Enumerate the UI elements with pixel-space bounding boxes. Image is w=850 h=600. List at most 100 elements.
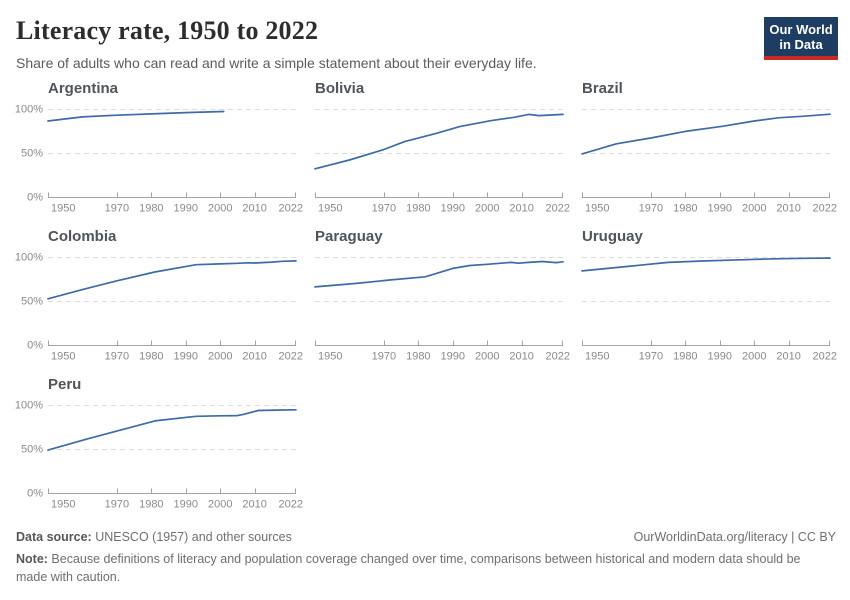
trend-line-uruguay [581,257,831,272]
y-tick-label: 100% [15,400,43,412]
x-tick-label: 2022 [279,203,303,215]
x-tick-label: 1970 [105,203,129,215]
x-tick-label: 2000 [208,499,232,511]
x-tick-label: 1950 [51,203,75,215]
x-tick-label: 1990 [708,351,732,363]
facet-chart-brazil: 1950 1970 1980 1990 2000 2010 2022 [581,109,837,215]
x-tick-label: 2022 [546,351,570,363]
x-tick-label: 1990 [441,203,465,215]
x-tick-label: 1950 [51,499,75,511]
x-tick-label: 1990 [174,351,198,363]
x-tick-label: 2000 [208,351,232,363]
trend-line-peru [47,408,297,451]
data-source-label: Data source: [16,530,92,544]
x-tick-label: 1950 [51,351,75,363]
x-tick-label: 2010 [242,203,266,215]
trend-line-colombia [47,260,297,300]
facet-title-peru: Peru [48,376,82,393]
x-tick-label: 2022 [546,203,570,215]
x-tick-label: 1980 [673,203,697,215]
page-title: Literacy rate, 1950 to 2022 [16,16,319,45]
y-tick-label: 50% [21,148,43,160]
data-source-text: UNESCO (1957) and other sources [91,530,292,544]
y-tick-label: 100% [15,252,43,264]
data-source-line: Data source: UNESCO (1957) and other sou… [16,530,292,544]
note-label: Note: [16,552,48,566]
facet-chart-paraguay: 1950 1970 1980 1990 2000 2010 2022 [314,257,570,363]
x-tick-label: 1970 [639,203,663,215]
facet-title-colombia: Colombia [48,228,117,245]
chart-subtitle: Share of adults who can read and write a… [16,55,537,71]
x-tick-label: 1980 [673,351,697,363]
x-tick-label: 2000 [475,351,499,363]
x-tick-label: 2022 [279,351,303,363]
owid-logo-line2: in Data [779,37,823,52]
x-tick-label: 1990 [174,499,198,511]
x-tick-label: 2000 [742,351,766,363]
facet-chart-argentina: 1950 1970 1980 1990 2000 2010 2022 0% 50% 100% [15,104,303,215]
trend-line-paraguay [314,260,564,288]
facet-title-bolivia: Bolivia [315,80,365,97]
x-tick-label: 2022 [279,499,303,511]
facet-bolivia: Bolivia 1950 1970 1980 1990 2000 2010 2022 [314,80,570,215]
x-tick-label: 1980 [139,203,163,215]
owid-logo-box: Our World in Data [764,17,838,56]
x-tick-label: 1950 [585,351,609,363]
owid-license-link: OurWorldinData.org/literacy | CC BY [633,530,836,544]
owid-logo-red-bar [764,56,838,60]
footer-note: Note: Because definitions of literacy an… [16,551,816,586]
x-tick-label: 2010 [509,203,533,215]
x-tick-label: 2022 [813,351,837,363]
owid-logo: Our World in Data [764,17,838,60]
facet-peru: Peru 1950 1970 1980 1990 2000 2010 2022 0% 50% 100… [15,376,303,511]
x-tick-label: 1970 [372,351,396,363]
x-tick-label: 1970 [105,351,129,363]
trend-line-brazil [581,113,831,155]
x-tick-label: 2000 [742,203,766,215]
facet-brazil: Brazil 1950 1970 1980 1990 2000 2010 2022 [581,80,837,215]
trend-line-argentina [47,110,225,122]
x-tick-label: 2010 [776,203,800,215]
x-tick-label: 1950 [318,351,342,363]
page-footer: Data source: UNESCO (1957) and other sou… [16,530,836,586]
facet-chart-colombia: 1950 1970 1980 1990 2000 2010 2022 0% 50% 100% [15,252,303,363]
y-tick-label: 50% [21,296,43,308]
trend-line-bolivia [314,113,564,170]
x-tick-label: 1970 [639,351,663,363]
x-tick-label: 1970 [105,499,129,511]
x-tick-label: 2000 [475,203,499,215]
facet-paraguay: Paraguay 1950 1970 1980 1990 2000 2010 2022 [314,228,570,363]
x-tick-label: 2000 [208,203,232,215]
chart-header: Literacy rate, 1950 to 2022 Share of adu… [0,0,850,71]
note-text: Because definitions of literacy and popu… [16,552,801,584]
owid-logo-line1: Our World [769,22,833,37]
facet-title-brazil: Brazil [582,80,623,97]
x-tick-label: 2022 [813,203,837,215]
x-tick-label: 2010 [776,351,800,363]
x-tick-label: 1980 [139,351,163,363]
y-tick-label: 0% [27,192,43,204]
y-tick-label: 0% [27,340,43,352]
x-tick-label: 1980 [139,499,163,511]
facet-chart-uruguay: 1950 1970 1980 1990 2000 2010 2022 [581,257,837,363]
facet-chart-peru: 1950 1970 1980 1990 2000 2010 2022 0% 50% 100% [15,400,303,511]
x-tick-label: 1980 [406,203,430,215]
x-tick-label: 1990 [174,203,198,215]
facet-title-argentina: Argentina [48,80,119,97]
x-tick-label: 1990 [441,351,465,363]
facet-title-paraguay: Paraguay [315,228,383,245]
x-tick-label: 1980 [406,351,430,363]
y-tick-label: 0% [27,488,43,500]
facet-title-uruguay: Uruguay [582,228,643,245]
facet-chart-bolivia: 1950 1970 1980 1990 2000 2010 2022 [314,109,570,215]
x-tick-label: 1970 [372,203,396,215]
x-tick-label: 2010 [242,351,266,363]
facet-colombia: Colombia 1950 1970 1980 1990 2000 2010 2022 0% 50… [15,228,303,363]
x-tick-label: 2010 [509,351,533,363]
x-tick-label: 1990 [708,203,732,215]
x-tick-label: 2010 [242,499,266,511]
y-tick-label: 100% [15,104,43,116]
y-tick-label: 50% [21,444,43,456]
x-tick-label: 1950 [318,203,342,215]
x-tick-label: 1950 [585,203,609,215]
